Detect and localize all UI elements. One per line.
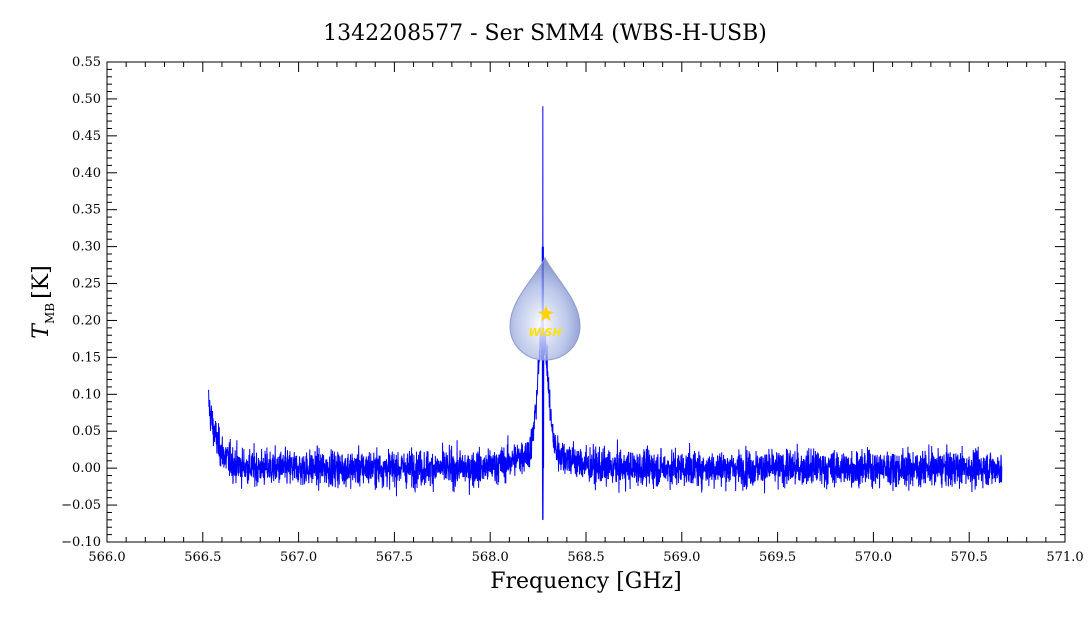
y-tick-label: 0.10 — [72, 387, 101, 402]
wish-logo: WISH — [509, 256, 581, 361]
y-tick-label: 0.40 — [72, 166, 101, 181]
x-axis-ticks — [106, 62, 1066, 542]
y-tick-label: 0.05 — [72, 424, 101, 439]
y-axis-ticks — [107, 61, 1065, 543]
y-axis-label-unit: [K] — [29, 265, 54, 299]
x-tick-label: 566.5 — [184, 550, 221, 565]
svg-text:TMB[K]: TMB [K] — [29, 265, 57, 338]
chart-title: 1342208577 - Ser SMM4 (WBS-H-USB) — [323, 21, 767, 46]
y-tick-label: 0.20 — [72, 313, 101, 328]
x-tick-label: 566.0 — [88, 550, 125, 565]
y-axis-label-main: T — [29, 322, 54, 339]
y-tick-label: 0.50 — [72, 92, 101, 107]
x-tick-label: 568.0 — [472, 550, 509, 565]
x-tick-label: 568.5 — [567, 550, 604, 565]
y-tick-label: 0.25 — [72, 277, 101, 292]
y-axis-tick-labels: −0.10 −0.05 0.00 0.05 0.10 0.15 0.20 0.25 0.30 0.… — [61, 55, 101, 550]
y-tick-label: 0.45 — [72, 129, 101, 144]
star-icon — [538, 305, 554, 321]
x-tick-label: 567.0 — [280, 550, 317, 565]
x-tick-label: 569.5 — [759, 550, 796, 565]
x-axis-label: Frequency [GHz] — [490, 569, 682, 594]
y-tick-label: 0.35 — [72, 203, 101, 218]
x-tick-label: 569.0 — [663, 550, 700, 565]
y-tick-label: 0.30 — [72, 240, 101, 255]
x-tick-label: 567.5 — [376, 550, 413, 565]
y-tick-label: 0.15 — [72, 350, 101, 365]
y-tick-label: −0.05 — [61, 498, 101, 513]
x-tick-label: 571.0 — [1046, 550, 1083, 565]
x-tick-label: 570.0 — [855, 550, 892, 565]
y-tick-label: 0.55 — [72, 55, 101, 70]
spectrum-series-line — [208, 106, 1003, 520]
x-tick-label: 570.5 — [951, 550, 988, 565]
y-tick-label: −0.10 — [61, 535, 101, 550]
y-axis-label: TMB [K] — [29, 265, 57, 338]
x-axis-tick-labels: 566.0 566.5 567.0 567.5 568.0 568.5 569.0 569.5… — [88, 550, 1083, 565]
y-tick-label: 0.00 — [72, 461, 101, 476]
y-axis-label-sub: MB — [43, 303, 57, 324]
logo-text: WISH — [528, 326, 561, 339]
